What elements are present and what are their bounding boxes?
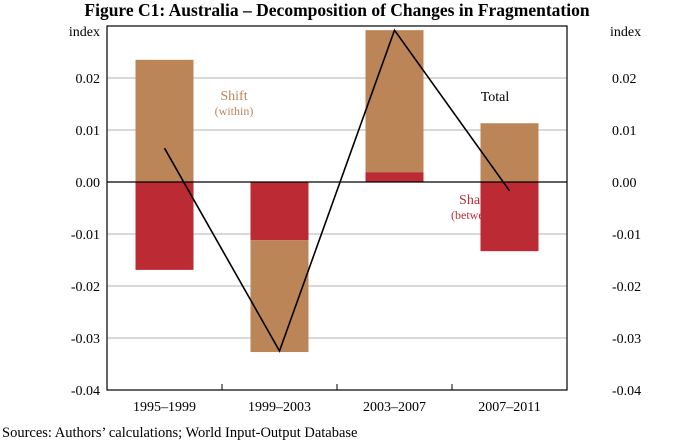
x-tick-labels: 1995–1999 1999–2003 2003–2007 2007–2011 — [133, 384, 541, 415]
annotation-shift-sub: (within) — [215, 104, 254, 118]
x-tick-label: 1995–1999 — [133, 400, 196, 415]
bar-share — [480, 182, 539, 252]
y-tick-label-left: -0.03 — [71, 332, 100, 347]
x-tick-label: 2003–2007 — [363, 400, 426, 415]
y-tick-labels: -0.04 -0.04 -0.03 -0.03 -0.02 -0.02 -0.01 -0.01… — [71, 72, 641, 399]
annotation-share-sub: (between) — [451, 208, 499, 222]
bar-shift — [135, 59, 194, 182]
bar-shift — [365, 30, 424, 173]
y-tick-label-left: 0.01 — [76, 124, 101, 139]
bar-share — [365, 172, 424, 182]
y-tick-label-right: -0.03 — [612, 332, 641, 347]
annotation-shift: Shift — [220, 89, 247, 104]
x-tick-label: 1999–2003 — [248, 400, 311, 415]
y-tick-label-right: -0.02 — [612, 280, 641, 295]
bar-share — [135, 182, 194, 270]
x-tick-label: 2007–2011 — [478, 400, 540, 415]
y-axis-label-right: index — [610, 25, 641, 40]
y-tick-label-right: -0.04 — [612, 384, 641, 399]
y-tick-label-left: 0.02 — [76, 72, 101, 87]
y-tick-label-right: 0.02 — [612, 72, 637, 87]
bar-share — [250, 182, 309, 241]
y-tick-label-right: -0.01 — [612, 228, 641, 243]
annotation-total: Total — [481, 90, 510, 105]
source-note: Sources: Authors’ calculations; World In… — [2, 425, 357, 441]
annotation-share: Share — [459, 193, 491, 208]
y-tick-label-right: 0.01 — [612, 124, 637, 139]
y-axis-label-left: index — [69, 25, 100, 40]
y-tick-label-left: -0.04 — [71, 384, 100, 399]
series-line-total — [163, 28, 511, 353]
chart-title: Figure C1: Australia – Decomposition of … — [84, 0, 589, 20]
y-tick-label-left: -0.02 — [71, 280, 100, 295]
y-tick-label-left: 0.00 — [76, 176, 101, 191]
y-tick-label-right: 0.00 — [612, 176, 637, 191]
bars — [135, 30, 539, 353]
bar-shift — [480, 123, 539, 182]
y-tick-label-left: -0.01 — [71, 228, 100, 243]
